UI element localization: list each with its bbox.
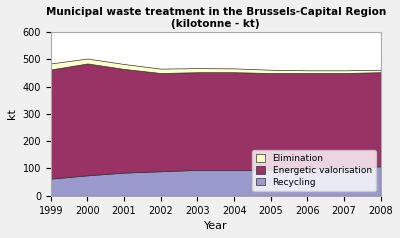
Legend: Elimination, Energetic valorisation, Recycling: Elimination, Energetic valorisation, Rec… <box>252 150 376 191</box>
Y-axis label: kt: kt <box>7 109 17 119</box>
X-axis label: Year: Year <box>204 221 228 231</box>
Title: Municipal waste treatment in the Brussels-Capital Region
(kilotonne - kt): Municipal waste treatment in the Brussel… <box>46 7 386 29</box>
